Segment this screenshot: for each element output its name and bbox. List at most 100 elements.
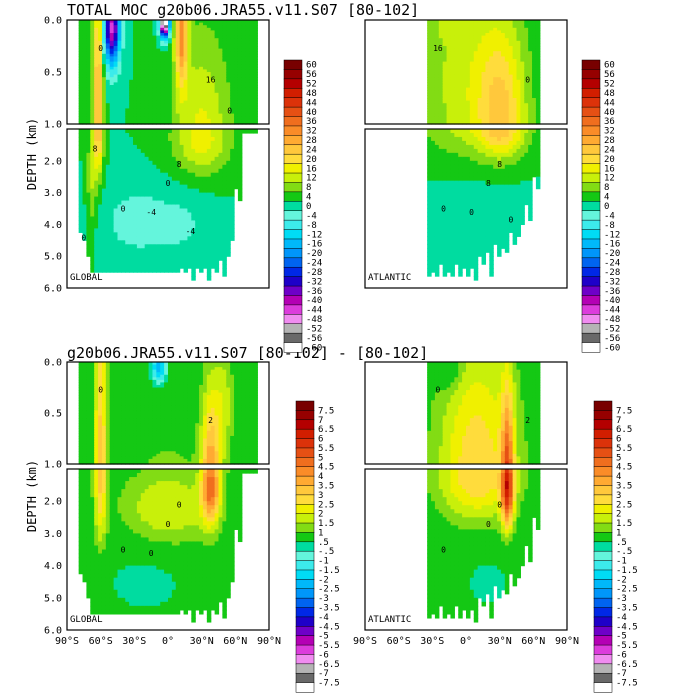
field-cell <box>86 90 91 94</box>
field-cell <box>113 168 119 174</box>
field-cell <box>458 232 463 237</box>
field-cell <box>202 20 208 24</box>
field-cell <box>202 176 208 182</box>
field-cell <box>469 118 475 122</box>
field-cell <box>434 248 440 253</box>
field-cell <box>434 113 440 117</box>
field-cell <box>187 244 192 249</box>
field-cell <box>90 53 95 57</box>
field-cell <box>458 152 463 158</box>
field-cell <box>438 140 444 146</box>
field-cell <box>168 200 173 206</box>
field-cell <box>98 176 103 182</box>
field-cell <box>199 160 204 166</box>
field-cell <box>195 66 200 70</box>
field-cell <box>152 232 157 237</box>
field-cell <box>94 108 99 112</box>
field-cell <box>446 176 452 182</box>
field-cell <box>140 240 146 245</box>
field-cell <box>458 90 463 94</box>
field-cell <box>109 140 115 146</box>
field-cell <box>237 40 243 44</box>
field-cell <box>434 228 440 233</box>
field-cell <box>218 116 223 120</box>
field-cell <box>466 100 471 104</box>
field-cell <box>140 176 146 182</box>
field-cell <box>136 196 142 202</box>
field-cell <box>253 64 258 68</box>
field-cell <box>152 212 157 218</box>
field-cell <box>179 148 185 154</box>
field-cell <box>249 85 255 89</box>
field-cell <box>485 51 490 55</box>
field-cell <box>82 111 88 115</box>
contour-label: 8 <box>177 160 182 169</box>
field-cell <box>477 64 483 68</box>
field-cell <box>187 77 192 81</box>
field-cell <box>86 252 91 257</box>
field-cell <box>481 48 487 52</box>
field-cell <box>86 156 91 162</box>
field-cell <box>520 105 525 109</box>
field-cell <box>438 132 444 138</box>
field-cell <box>234 129 239 134</box>
field-cell <box>473 156 479 162</box>
field-cell <box>175 98 181 102</box>
field-cell <box>125 256 130 261</box>
field-cell <box>442 25 448 29</box>
field-cell <box>105 87 111 91</box>
field-cell <box>241 74 247 78</box>
field-cell <box>481 144 487 150</box>
field-cell <box>121 156 126 162</box>
field-cell <box>477 111 483 115</box>
field-cell <box>434 244 440 249</box>
field-cell <box>454 136 459 142</box>
field-cell <box>202 100 208 104</box>
field-cell <box>121 260 126 265</box>
field-cell <box>90 43 95 47</box>
field-cell <box>253 27 258 31</box>
field-cell <box>78 33 84 37</box>
field-cell <box>168 90 173 94</box>
field-cell <box>183 108 189 112</box>
field-cell <box>245 33 251 37</box>
field-cell <box>125 136 130 142</box>
field-cell <box>454 113 459 117</box>
field-cell <box>148 22 154 26</box>
field-cell <box>133 160 138 166</box>
field-cell <box>434 43 440 47</box>
field-cell <box>210 51 216 55</box>
field-cell <box>179 113 185 117</box>
field-cell <box>210 188 216 194</box>
field-cell <box>144 252 150 257</box>
field-cell <box>427 82 432 86</box>
field-cell <box>462 35 467 39</box>
field-cell <box>469 79 475 83</box>
field-cell <box>152 268 157 273</box>
field-cell <box>109 228 115 233</box>
field-cell <box>532 66 537 70</box>
field-cell <box>226 64 231 68</box>
field-cell <box>206 121 212 125</box>
field-cell <box>94 244 99 249</box>
field-cell <box>90 35 95 39</box>
field-cell <box>187 224 192 229</box>
field-cell <box>195 90 200 94</box>
field-cell <box>249 27 255 31</box>
field-cell <box>98 64 103 68</box>
field-cell <box>469 33 475 37</box>
field-cell <box>133 220 138 226</box>
field-cell <box>234 90 239 94</box>
field-cell <box>148 105 154 109</box>
field-cell <box>535 82 541 86</box>
field-cell <box>164 152 169 158</box>
field-cell <box>222 64 227 68</box>
field-cell <box>109 69 115 73</box>
field-cell <box>109 43 115 47</box>
field-cell <box>477 59 483 63</box>
field-cell <box>226 111 231 115</box>
field-cell <box>187 111 192 115</box>
field-cell <box>86 95 91 99</box>
field-cell <box>152 25 157 29</box>
field-cell <box>202 208 208 214</box>
